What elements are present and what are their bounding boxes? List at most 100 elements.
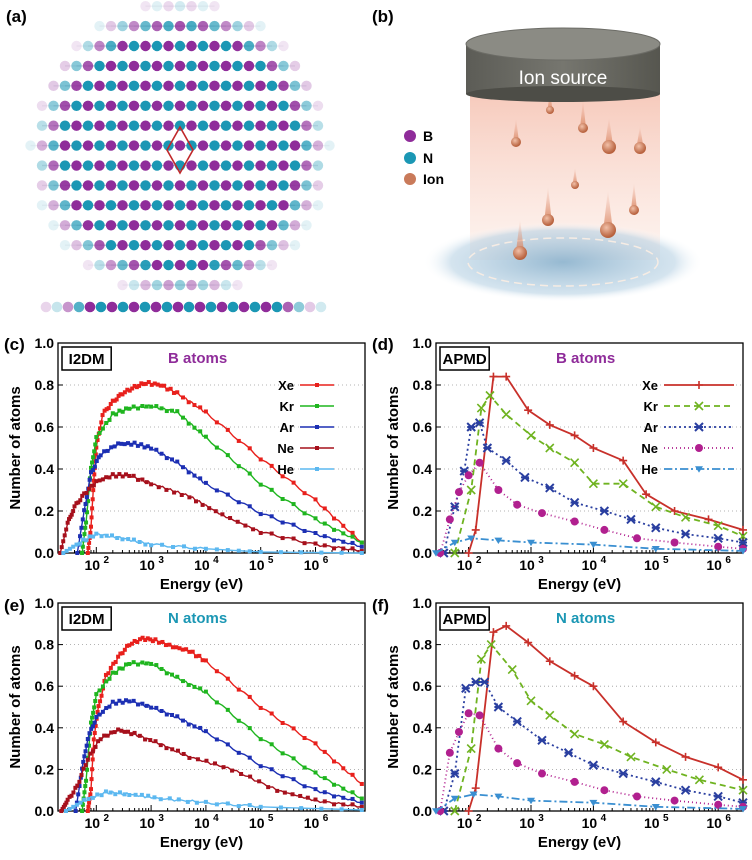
boron-atom bbox=[266, 60, 278, 72]
nitrogen-atom bbox=[301, 100, 312, 111]
boron-atom bbox=[209, 160, 220, 171]
boron-atom bbox=[163, 40, 174, 52]
x-tick-exponent: 6 bbox=[323, 555, 329, 566]
data-point bbox=[91, 478, 96, 483]
nitrogen-atom bbox=[312, 160, 324, 171]
nitrogen-atom bbox=[128, 160, 140, 171]
method-badge bbox=[61, 606, 112, 631]
data-point bbox=[322, 521, 327, 526]
nitrogen-atom bbox=[161, 301, 173, 313]
legend-label: Ar bbox=[644, 420, 658, 435]
data-point bbox=[80, 551, 85, 555]
data-point bbox=[116, 727, 121, 732]
boron-atom bbox=[151, 180, 163, 191]
data-point bbox=[107, 475, 112, 480]
y-tick-label: 0.8 bbox=[35, 637, 55, 653]
data-point bbox=[619, 717, 628, 726]
nitrogen-atom bbox=[278, 220, 289, 231]
nitrogen-atom bbox=[289, 200, 301, 211]
data-point bbox=[471, 784, 480, 793]
nitrogen-atom bbox=[243, 40, 255, 52]
boron-atom bbox=[197, 20, 209, 32]
data-point bbox=[537, 735, 547, 745]
data-point bbox=[88, 530, 93, 535]
boron-atom bbox=[82, 100, 94, 111]
legend-marker bbox=[695, 381, 703, 389]
data-point bbox=[501, 455, 511, 466]
boron-atom bbox=[209, 200, 220, 211]
data-point bbox=[100, 709, 105, 714]
data-point bbox=[694, 775, 704, 785]
nitrogen-atom bbox=[95, 301, 107, 313]
legend-marker bbox=[695, 444, 703, 452]
data-point bbox=[214, 547, 219, 552]
nitrogen-atom bbox=[163, 259, 174, 271]
nitrogen-atom bbox=[312, 200, 324, 211]
data-point bbox=[136, 662, 141, 667]
nitrogen-atom bbox=[324, 140, 335, 151]
data-point bbox=[158, 743, 163, 748]
data-point bbox=[243, 523, 248, 528]
data-point bbox=[225, 453, 230, 458]
boron-atom bbox=[243, 220, 255, 231]
nitrogen-atom bbox=[105, 200, 117, 211]
nitrogen-atom bbox=[232, 20, 243, 32]
data-point bbox=[204, 758, 209, 763]
data-point bbox=[570, 671, 579, 680]
nitrogen-atom bbox=[266, 160, 278, 171]
data-point bbox=[137, 383, 142, 388]
data-point bbox=[359, 800, 364, 805]
data-point bbox=[131, 698, 136, 703]
data-point bbox=[131, 660, 136, 665]
boron-atom bbox=[289, 220, 301, 231]
data-point bbox=[149, 446, 154, 451]
data-point bbox=[513, 500, 522, 509]
data-point bbox=[545, 420, 554, 429]
data-point bbox=[105, 733, 110, 738]
data-point bbox=[507, 664, 517, 675]
y-tick-label: 0.0 bbox=[413, 803, 433, 819]
data-point bbox=[651, 804, 660, 811]
data-point bbox=[474, 418, 485, 428]
nitrogen-atom bbox=[140, 180, 151, 191]
x-tick-exponent: 6 bbox=[323, 813, 329, 824]
nitrogen-atom bbox=[243, 80, 255, 92]
data-point bbox=[704, 515, 713, 524]
y-tick-label: 0.4 bbox=[413, 720, 433, 736]
data-point bbox=[545, 483, 555, 493]
data-point bbox=[120, 409, 125, 414]
data-point bbox=[170, 645, 175, 650]
legend-marker bbox=[694, 422, 704, 432]
boron-atom bbox=[266, 100, 278, 111]
boron-atom bbox=[48, 120, 59, 131]
chart-e: 0.00.20.40.60.81.010 2 10 3 10 4 10 5 10 6Energy … bbox=[7, 595, 366, 851]
data-point bbox=[81, 766, 86, 771]
nitrogen-atom bbox=[249, 301, 261, 313]
data-point bbox=[475, 711, 484, 720]
boron-atom bbox=[105, 20, 117, 32]
data-point bbox=[64, 809, 69, 813]
y-tick-label: 0.4 bbox=[35, 461, 55, 477]
data-point bbox=[258, 764, 263, 769]
nitrogen-atom bbox=[163, 100, 174, 111]
data-point bbox=[64, 800, 69, 805]
nitrogen-atom bbox=[117, 259, 128, 271]
nitrogen-atom bbox=[151, 0, 163, 12]
nitrogen-atom bbox=[117, 140, 128, 151]
data-point bbox=[569, 497, 580, 508]
data-point bbox=[83, 749, 88, 754]
data-point bbox=[116, 441, 121, 446]
method-badge bbox=[439, 606, 490, 631]
nitrogen-atom bbox=[140, 100, 151, 111]
data-point bbox=[713, 521, 723, 531]
data-point bbox=[84, 520, 89, 525]
boron-atom bbox=[301, 200, 312, 211]
data-point bbox=[236, 438, 241, 443]
data-point bbox=[450, 806, 460, 816]
boron-atom bbox=[301, 160, 312, 171]
nitrogen-atom bbox=[48, 220, 59, 231]
nitrogen-atom bbox=[140, 220, 151, 231]
data-point bbox=[187, 755, 192, 760]
data-point bbox=[212, 761, 217, 766]
nitrogen-atom bbox=[186, 60, 197, 72]
